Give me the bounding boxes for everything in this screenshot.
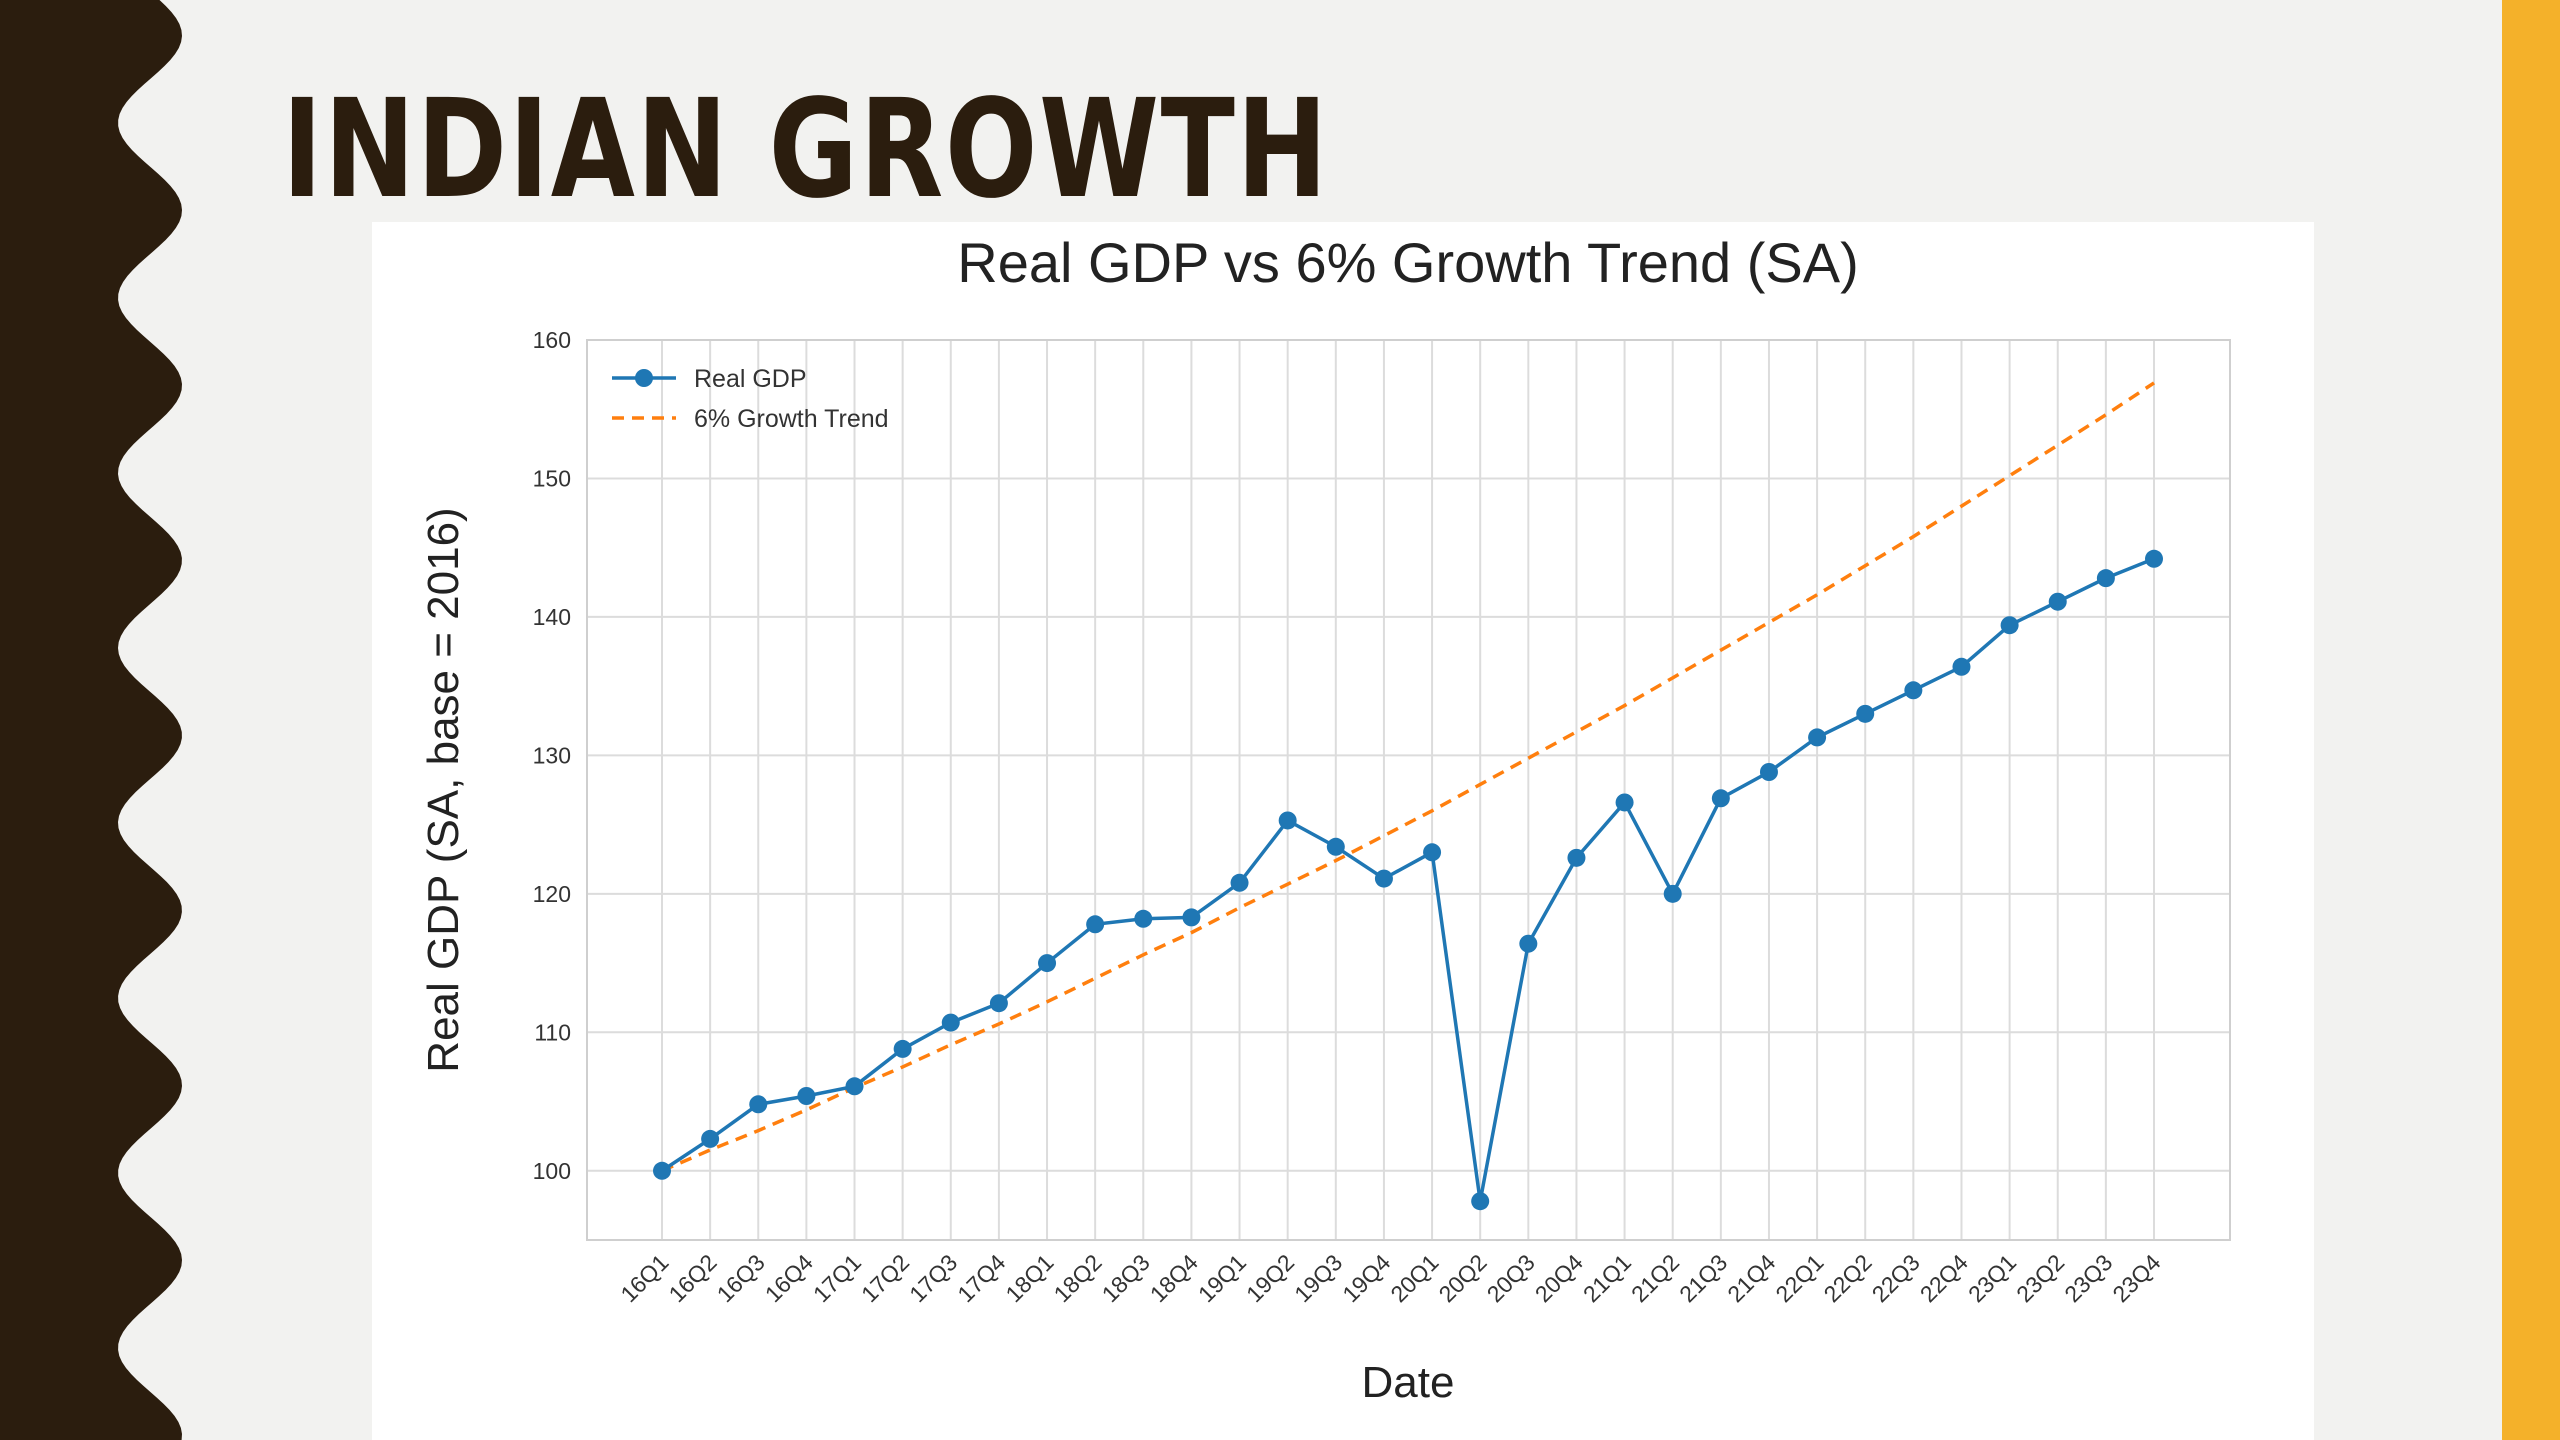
x-tick-label: 16Q2 — [663, 1249, 721, 1307]
chart: Real GDP vs 6% Growth Trend (SA) 1001101… — [419, 231, 2231, 1407]
series-line-real-gdp — [661, 557, 2155, 1202]
x-tick-label: 21Q4 — [1722, 1249, 1780, 1307]
data-point-real-gdp — [1904, 681, 1923, 700]
data-point-real-gdp — [2000, 616, 2019, 635]
y-tick-label: 130 — [533, 742, 571, 768]
data-point-real-gdp — [1519, 934, 1538, 953]
plot-frame — [586, 339, 2231, 1241]
y-tick-label: 120 — [533, 881, 571, 907]
data-point-real-gdp — [1278, 811, 1297, 830]
wavy-edge-shape — [0, 0, 182, 1440]
data-point-real-gdp — [1374, 869, 1393, 888]
data-point-real-gdp — [1856, 704, 1875, 723]
y-axis-ticks: 100 110 120 130 140 150 160 — [533, 327, 571, 1184]
x-tick-label: 18Q3 — [1097, 1249, 1155, 1307]
x-tick-label: 22Q2 — [1819, 1249, 1877, 1307]
x-tick-label: 23Q2 — [2011, 1249, 2069, 1307]
legend-marker-real-gdp — [635, 369, 653, 387]
x-tick-label: 22Q3 — [1867, 1249, 1925, 1307]
x-tick-label: 22Q1 — [1770, 1249, 1828, 1307]
data-point-real-gdp — [1326, 837, 1345, 856]
data-point-real-gdp — [1038, 954, 1057, 973]
data-point-real-gdp — [1423, 843, 1442, 862]
y-tick-label: 150 — [533, 465, 571, 491]
y-tick-label: 100 — [533, 1158, 571, 1184]
y-tick-label: 110 — [534, 1019, 571, 1045]
data-point-real-gdp — [989, 994, 1008, 1013]
x-tick-label: 17Q2 — [856, 1249, 914, 1307]
accent-stripe — [2502, 0, 2560, 1440]
data-point-real-gdp — [1230, 873, 1249, 892]
data-point-real-gdp — [2048, 592, 2067, 611]
legend-label-growth-trend: 6% Growth Trend — [694, 405, 889, 433]
x-tick-label: 20Q4 — [1530, 1249, 1588, 1307]
series-line-growth-trend — [661, 381, 2155, 1173]
x-tick-label: 16Q4 — [760, 1249, 818, 1307]
legend-label-real-gdp: Real GDP — [694, 365, 807, 393]
x-tick-label: 23Q3 — [2059, 1249, 2117, 1307]
x-tick-label: 23Q4 — [2107, 1249, 2165, 1307]
x-tick-label: 19Q3 — [1289, 1249, 1347, 1307]
data-point-real-gdp — [2145, 549, 2163, 568]
data-point-real-gdp — [1663, 884, 1682, 903]
x-tick-label: 21Q3 — [1674, 1249, 1732, 1307]
data-point-real-gdp — [653, 1161, 671, 1180]
chart-title: Real GDP vs 6% Growth Trend (SA) — [957, 231, 1859, 294]
data-point-real-gdp — [893, 1039, 912, 1058]
decorative-wavy-band — [0, 0, 182, 1440]
x-tick-label: 17Q4 — [952, 1249, 1010, 1307]
grid-lines — [587, 339, 2230, 1240]
series-layer — [653, 381, 2163, 1211]
x-axis-ticks: 16Q116Q216Q316Q417Q117Q217Q317Q418Q118Q2… — [615, 1249, 2165, 1307]
chart-legend: Real GDP 6% Growth Trend — [612, 365, 889, 433]
x-axis-title: Date — [1362, 1358, 1455, 1407]
x-tick-label: 20Q1 — [1385, 1249, 1443, 1307]
data-point-real-gdp — [701, 1129, 720, 1148]
x-tick-label: 22Q4 — [1915, 1249, 1973, 1307]
data-point-real-gdp — [1134, 909, 1153, 928]
x-tick-label: 19Q1 — [1193, 1249, 1251, 1307]
data-point-real-gdp — [1086, 915, 1105, 934]
data-point-real-gdp — [1808, 728, 1827, 747]
x-tick-label: 18Q1 — [1000, 1249, 1058, 1307]
x-tick-label: 19Q2 — [1241, 1249, 1299, 1307]
x-tick-label: 17Q1 — [808, 1249, 866, 1307]
x-tick-label: 18Q4 — [1145, 1249, 1203, 1307]
x-tick-label: 20Q2 — [1434, 1249, 1492, 1307]
data-point-real-gdp — [749, 1095, 768, 1114]
x-tick-label: 16Q3 — [712, 1249, 770, 1307]
x-tick-label: 18Q2 — [1049, 1249, 1107, 1307]
data-point-real-gdp — [2096, 569, 2115, 588]
chart-panel: Real GDP vs 6% Growth Trend (SA) 100 110 1… — [372, 222, 2314, 1440]
data-point-real-gdp — [845, 1077, 864, 1096]
data-point-real-gdp — [1567, 848, 1586, 867]
data-point-real-gdp — [1759, 763, 1778, 781]
data-point-real-gdp — [1471, 1192, 1490, 1211]
data-point-real-gdp — [1615, 793, 1634, 812]
y-tick-label: 140 — [533, 604, 571, 630]
y-axis-title: Real GDP (SA, base = 2016) — [419, 507, 468, 1072]
data-point-real-gdp — [1182, 908, 1201, 927]
data-point-real-gdp — [1952, 657, 1971, 676]
data-point-real-gdp — [797, 1087, 816, 1105]
y-tick-label: 160 — [533, 327, 571, 353]
x-tick-label: 19Q4 — [1337, 1249, 1395, 1307]
x-tick-label: 21Q2 — [1626, 1249, 1684, 1307]
x-tick-label: 20Q3 — [1482, 1249, 1540, 1307]
data-point-real-gdp — [1711, 789, 1730, 808]
x-tick-label: 17Q3 — [904, 1249, 962, 1307]
x-tick-label: 23Q1 — [1963, 1249, 2021, 1307]
x-tick-label: 16Q1 — [615, 1249, 673, 1307]
x-tick-label: 21Q1 — [1578, 1249, 1636, 1307]
slide-title: INDIAN GROWTH — [282, 71, 1330, 229]
data-point-real-gdp — [941, 1013, 960, 1032]
